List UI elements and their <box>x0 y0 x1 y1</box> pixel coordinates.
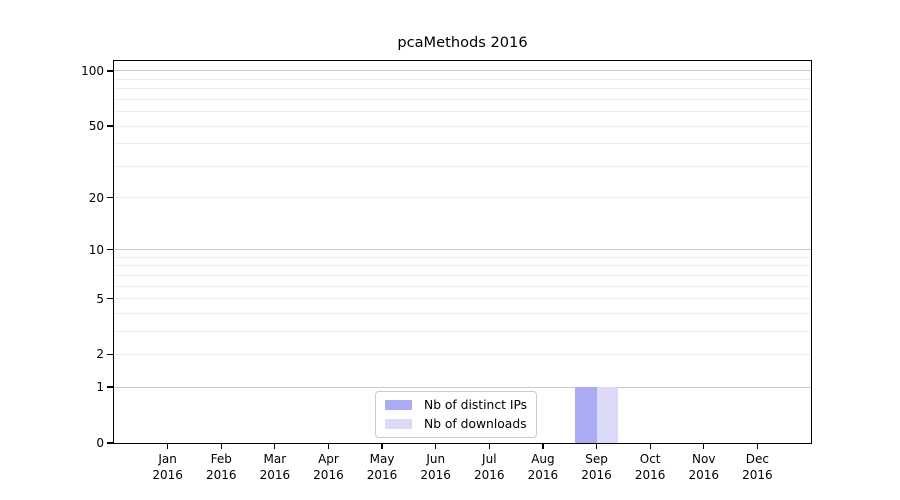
y-axis-tick-mark-1 <box>107 386 113 388</box>
month-label: Jul <box>482 452 497 466</box>
month-label: Apr <box>318 452 339 466</box>
major-gridline-1 <box>114 386 811 388</box>
legend-item-downloads: Nb of downloads <box>385 416 527 432</box>
month-label: Feb <box>210 452 232 466</box>
chart-title: pcaMethods 2016 <box>397 34 528 51</box>
minor-gridline-50 <box>114 125 811 127</box>
major-gridline-10 <box>114 249 811 251</box>
x-axis-tick-label-sep: Sep 2016 <box>567 452 627 483</box>
y-axis-tick-mark-5 <box>107 297 113 300</box>
x-axis-tick-mark-jan <box>166 444 169 449</box>
legend-swatch-downloads <box>385 419 412 429</box>
y-axis-tick-label-50: 50 <box>88 119 104 134</box>
minor-gridline-20 <box>114 197 811 199</box>
year-label: 2016 <box>474 467 505 482</box>
month-label: Sep <box>585 452 608 466</box>
x-axis-tick-label-apr: Apr 2016 <box>298 452 358 483</box>
x-axis-tick-label-dec: Dec 2016 <box>727 452 787 483</box>
y-axis-tick-label-1: 1 <box>96 380 104 395</box>
x-axis-tick-mark-sep <box>595 444 598 449</box>
minor-gridline-6 <box>114 285 811 287</box>
y-axis-tick-mark-2 <box>107 353 113 356</box>
month-label: Nov <box>692 452 716 466</box>
x-axis-tick-mark-mar <box>274 444 276 449</box>
minor-gridline-3 <box>114 330 811 332</box>
year-label: 2016 <box>420 467 451 482</box>
minor-gridline-7 <box>114 274 811 276</box>
x-axis-tick-label-aug: Aug 2016 <box>513 452 573 483</box>
year-label: 2016 <box>366 467 398 482</box>
y-axis-tick-label-2: 2 <box>96 347 104 362</box>
month-label: May <box>369 452 395 466</box>
legend-label-distinct-ips: Nb of distinct IPs <box>424 398 528 412</box>
y-axis-tick-mark-20 <box>107 196 113 199</box>
major-gridline-100 <box>114 70 811 72</box>
minor-gridline-70 <box>114 98 811 100</box>
bar-nb-of-distinct-ips-sep <box>575 387 597 443</box>
minor-gridline-2 <box>114 353 811 355</box>
year-label: 2016 <box>742 467 773 482</box>
x-axis-tick-label-jul: Jul 2016 <box>459 452 519 483</box>
x-axis-tick-label-jun: Jun 2016 <box>406 452 466 483</box>
x-axis-tick-mark-jun <box>435 444 437 449</box>
year-label: 2016 <box>634 467 666 482</box>
minor-gridline-30 <box>114 165 811 167</box>
legend: Nb of distinct IPs Nb of downloads <box>375 391 538 438</box>
year-label: 2016 <box>259 467 291 482</box>
month-label: Jun <box>426 452 446 466</box>
month-label: Oct <box>639 452 661 466</box>
y-axis-tick-label-10: 10 <box>88 242 104 257</box>
x-axis-tick-label-feb: Feb 2016 <box>191 452 251 483</box>
x-axis-tick-mark-aug <box>542 444 544 449</box>
x-axis-tick-mark-oct <box>649 444 651 449</box>
x-axis-tick-label-nov: Nov 2016 <box>674 452 734 483</box>
year-label: 2016 <box>313 467 344 482</box>
x-axis-tick-label-mar: Mar 2016 <box>245 452 305 483</box>
minor-gridline-60 <box>114 111 811 113</box>
plot-area <box>113 60 812 444</box>
month-label: Mar <box>263 452 287 466</box>
minor-gridline-5 <box>114 298 811 300</box>
y-axis-tick-mark-100 <box>107 70 113 72</box>
y-axis-tick-label-20: 20 <box>88 190 104 205</box>
year-label: 2016 <box>527 467 559 482</box>
gridlines-layer <box>114 61 811 443</box>
y-axis-tick-mark-50 <box>107 125 113 127</box>
x-axis-tick-label-jan: Jan 2016 <box>138 452 198 483</box>
x-axis-tick-mark-feb <box>220 444 222 449</box>
x-axis-tick-mark-jul <box>488 444 490 449</box>
minor-gridline-4 <box>114 312 811 314</box>
month-label: Aug <box>531 452 555 466</box>
y-axis-tick-mark-10 <box>107 249 113 251</box>
year-label: 2016 <box>205 467 237 482</box>
minor-gridline-8 <box>114 265 811 267</box>
x-axis-tick-mark-nov <box>703 444 705 449</box>
month-label: Dec <box>745 452 769 466</box>
year-label: 2016 <box>688 467 720 482</box>
legend-swatch-distinct-ips <box>385 400 412 410</box>
year-label: 2016 <box>152 467 183 482</box>
minor-gridline-40 <box>114 143 811 145</box>
x-axis-tick-mark-dec <box>756 444 759 449</box>
minor-gridline-80 <box>114 88 811 90</box>
x-axis-tick-label-oct: Oct 2016 <box>620 452 680 483</box>
bar-nb-of-downloads-sep <box>596 387 618 443</box>
x-axis-tick-mark-may <box>381 444 383 449</box>
minor-gridline-9 <box>114 256 811 258</box>
y-axis-tick-label-100: 100 <box>81 63 104 78</box>
bars-layer <box>114 61 811 443</box>
minor-gridline-90 <box>114 78 811 80</box>
month-label: Jan <box>158 452 177 466</box>
legend-label-downloads: Nb of downloads <box>424 417 527 431</box>
year-label: 2016 <box>581 467 612 482</box>
x-axis-tick-mark-apr <box>327 444 330 449</box>
y-axis-tick-label-0: 0 <box>96 436 104 450</box>
legend-item-distinct-ips: Nb of distinct IPs <box>385 397 527 413</box>
y-axis-tick-label-5: 5 <box>96 291 104 306</box>
y-axis-tick-mark-0 <box>107 442 113 444</box>
x-axis-tick-label-may: May 2016 <box>352 452 412 483</box>
